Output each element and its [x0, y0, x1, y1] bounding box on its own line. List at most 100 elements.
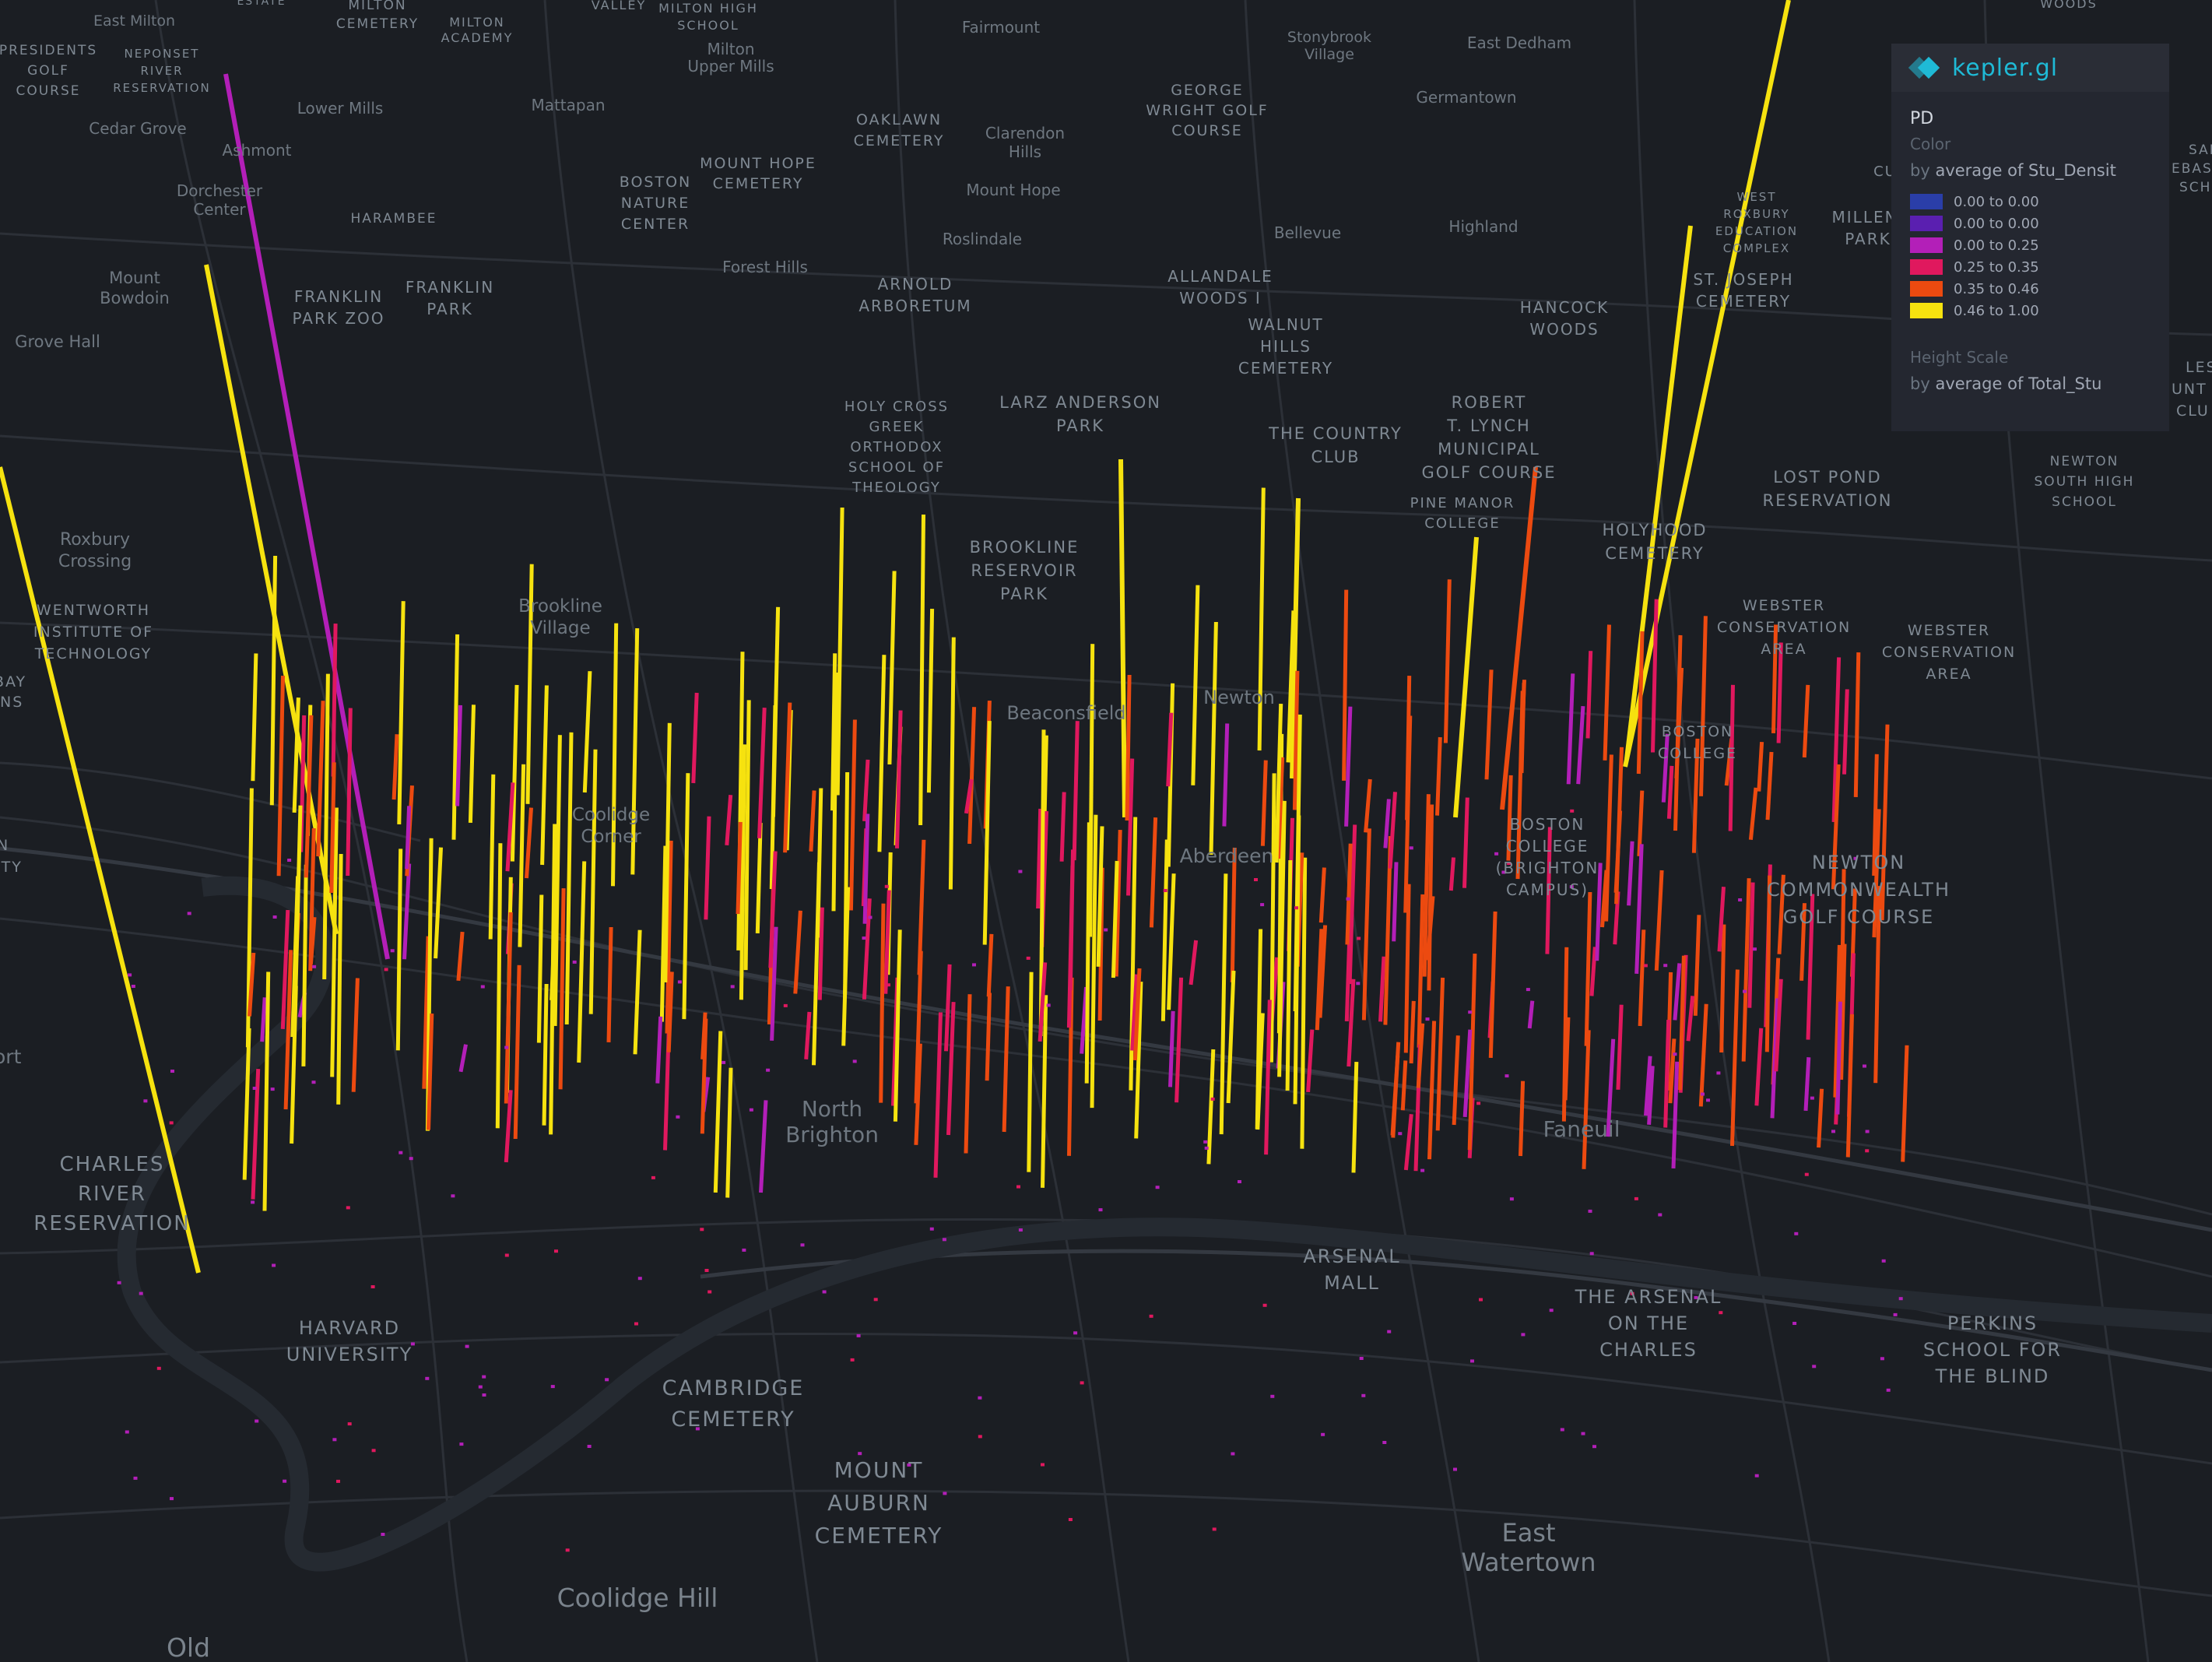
bar-column-base [651, 1175, 655, 1179]
bar-column-base [270, 1088, 275, 1091]
bar-column [549, 886, 559, 1001]
bar-column [1391, 1042, 1401, 1138]
bar-column [1584, 891, 1592, 1046]
bar-column [1582, 1030, 1591, 1169]
bar-column [1604, 754, 1613, 922]
bar-column [1315, 929, 1324, 1031]
bar-column [434, 847, 443, 959]
bar-column-base [1865, 1149, 1870, 1153]
bar-column [525, 807, 533, 879]
map-label-perkins: PERKINS SCHOOL FOR THE BLIND [1923, 1312, 2062, 1387]
bar-column-base [1409, 846, 1413, 850]
bar-column-base [1507, 862, 1512, 866]
color-ramp-label: 0.00 to 0.00 [1954, 215, 2039, 232]
bar-column-base [482, 1393, 486, 1397]
bar-column-base [587, 1445, 592, 1448]
bar-column-base [1359, 1357, 1364, 1360]
map-label-stonybrook: Stonybrook Village [1287, 29, 1371, 63]
bar-column [1741, 878, 1751, 1062]
bar-column-base [572, 960, 577, 964]
map-label-east-watertown: East Watertown [1461, 1518, 1596, 1577]
bar-column-base [251, 1200, 255, 1204]
color-swatch [1910, 237, 1943, 253]
bar-column [1345, 843, 1353, 945]
bar-column-base [459, 1442, 464, 1446]
bar-column-base [1254, 878, 1258, 881]
bar-column [691, 692, 699, 784]
bar-column [1125, 674, 1132, 821]
bar-column-base [856, 1333, 861, 1337]
map-label-holyhood: HOLYHOOD CEMETERY [1602, 521, 1707, 563]
map-label-east-milton: East Milton [93, 12, 175, 30]
map-label-lost-pond: LOST POND RESERVATION [1763, 468, 1893, 510]
bar-column-base [425, 1376, 430, 1380]
color-ramp-label: 0.46 to 1.00 [1954, 302, 2039, 319]
bar-column [1545, 827, 1552, 954]
bar-column [1748, 787, 1758, 840]
bar-column-base [695, 1427, 700, 1431]
bar-column [1636, 631, 1645, 775]
bar-column-base [1581, 1432, 1585, 1435]
bar-column [986, 933, 994, 997]
color-field: by average of Stu_Densit [1910, 161, 2116, 180]
bar-column [1771, 624, 1778, 733]
bar-column [1286, 610, 1296, 763]
bar-column [455, 705, 462, 806]
bar-column [1351, 1062, 1359, 1173]
bar-column [1111, 860, 1119, 979]
bar-column [964, 994, 972, 1154]
bar-column-base [1210, 1097, 1215, 1101]
bar-column [1673, 963, 1682, 1021]
bar-column [725, 1067, 733, 1198]
bar-column [248, 952, 256, 1017]
map-label-bellevue: Bellevue [1274, 223, 1341, 242]
bar-column [1616, 1004, 1624, 1090]
bar-column-base [1886, 1388, 1891, 1392]
bar-column [1219, 873, 1228, 1135]
bar-column-base [1149, 1314, 1153, 1318]
bar-column [1274, 704, 1283, 863]
bar-column-base [1898, 1297, 1903, 1301]
color-ramp-label: 0.35 to 0.46 [1954, 280, 2039, 297]
bar-column [944, 964, 952, 1052]
bar-column-base [1853, 856, 1858, 860]
bar-column [1080, 986, 1088, 1054]
bar-column [1527, 1000, 1535, 1029]
bar-column-base [252, 1087, 257, 1090]
bar-column [504, 912, 513, 1104]
bar-column [1347, 824, 1357, 985]
bar-column-base [370, 1285, 375, 1288]
map-label-franklin-park-zoo: FRANKLIN PARK ZOO [292, 287, 384, 328]
color-ramp-label: 0.25 to 0.35 [1954, 258, 2039, 276]
map-label-harvard-university: HARVARD UNIVERSITY [286, 1317, 413, 1365]
bar-column-base [312, 965, 317, 968]
bar-column [633, 929, 642, 1055]
map-label-north-brighton: North Brighton [785, 1096, 879, 1147]
bar-column-base [311, 1080, 316, 1084]
map-label-coolidge-corner: Coolidge Corner [572, 805, 650, 847]
bar-column [1392, 862, 1399, 942]
bar-column [1500, 466, 1538, 810]
bar-column [1292, 670, 1300, 810]
map-label-oaklawn: OAKLAWN CEMETERY [854, 111, 945, 149]
bar-column-base [1694, 1295, 1698, 1299]
map-label-larz-anderson: LARZ ANDERSON PARK [999, 393, 1161, 435]
bar-column [518, 764, 526, 947]
bar-column [1651, 599, 1659, 753]
bar-column [1191, 585, 1200, 785]
map-label-webster-2: WEBSTER CONSERVATION AREA [1882, 622, 2016, 683]
bar-column [1624, 225, 1693, 760]
bar-column [458, 1044, 468, 1073]
map-label-aberdeen: Aberdeen [1180, 845, 1274, 867]
bar-column [1027, 972, 1034, 1172]
bar-column [1257, 487, 1266, 751]
layer-name: PD [1910, 109, 1934, 128]
bar-column-base [187, 912, 191, 915]
map-label-hancock-woods: HANCOCK WOODS [1520, 298, 1609, 339]
bar-column [1448, 857, 1455, 891]
bar-column [1072, 721, 1080, 861]
bar-column-base [1893, 1312, 1898, 1316]
bar-column [540, 685, 549, 866]
map-label-presidents: PRESIDENTS GOLF COURSE [0, 43, 97, 99]
